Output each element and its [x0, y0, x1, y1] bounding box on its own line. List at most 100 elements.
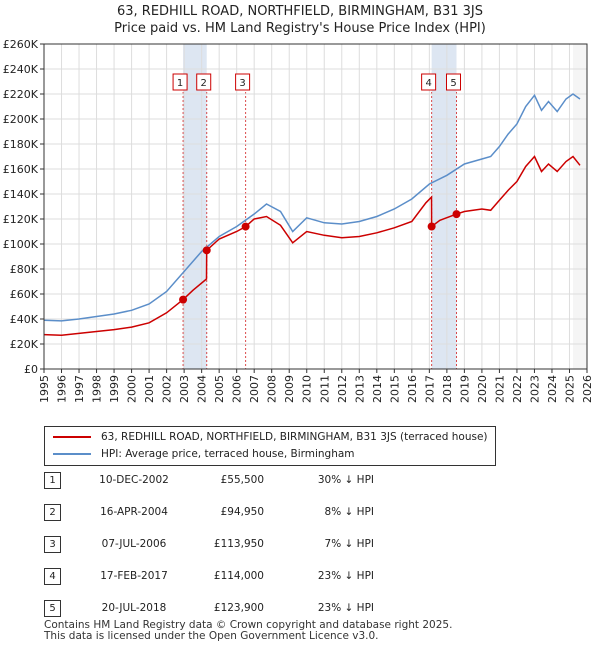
x-tick-label: 1998	[91, 375, 104, 403]
row-hpi: 23% ↓ HPI	[317, 570, 374, 582]
sale-point	[427, 222, 436, 231]
x-tick-label: 2011	[318, 375, 331, 403]
sale-label: 4	[425, 78, 431, 89]
series-line-hpi	[43, 93, 581, 322]
x-tick-label: 2025	[563, 375, 576, 403]
row-date: 16-APR-2004	[100, 506, 168, 518]
row-price: £113,950	[213, 538, 264, 550]
future-region	[572, 44, 587, 369]
legend-label-property: 63, REDHILL ROAD, NORTHFIELD, BIRMINGHAM…	[101, 431, 488, 443]
row-price: £55,500	[220, 474, 264, 486]
legend-item-hpi: HPI: Average price, terraced house, Birm…	[53, 446, 355, 462]
y-tick-label: £0	[24, 363, 38, 376]
sale-point	[202, 246, 211, 255]
sale-label: 5	[450, 78, 456, 89]
y-tick-label: £120K	[3, 213, 39, 226]
legend-item-property: 63, REDHILL ROAD, NORTHFIELD, BIRMINGHAM…	[53, 429, 488, 445]
row-price: £114,000	[213, 570, 264, 582]
title-line-2: Price paid vs. HM Land Registry's House …	[114, 21, 486, 36]
highlight-spans	[182, 44, 587, 369]
legend-swatch-hpi	[53, 453, 91, 455]
x-tick-label: 2018	[441, 375, 454, 403]
highlight-span	[183, 44, 207, 369]
row-number: 3	[44, 536, 61, 553]
x-tick-label: 2002	[161, 375, 174, 403]
sale-label: 2	[201, 78, 207, 89]
row-hpi: 23% ↓ HPI	[317, 602, 374, 614]
sale-label-box	[421, 73, 437, 91]
y-tick-label: £160K	[3, 163, 39, 176]
row-number: 1	[44, 472, 61, 489]
sale-label-box	[446, 73, 462, 91]
y-tick-label: £240K	[3, 63, 39, 76]
x-tick-label: 2024	[546, 375, 559, 403]
row-price: £94,950	[220, 506, 264, 518]
highlight-span	[431, 44, 457, 369]
sale-point	[179, 295, 188, 304]
legend-swatch-property	[53, 436, 91, 438]
legend-label-hpi: HPI: Average price, terraced house, Birm…	[101, 448, 355, 460]
y-tick-label: £200K	[3, 113, 39, 126]
x-tick-label: 2017	[423, 375, 436, 403]
x-tick-label: 2001	[143, 375, 156, 403]
x-tick-label: 2014	[371, 375, 384, 403]
y-tick-label: £80K	[10, 263, 39, 276]
x-tick-label: 2021	[493, 375, 506, 403]
axes: £0 £20K £40K £60K £80K £100K £120K £140K £160K £1…	[3, 38, 594, 403]
x-tick-label: 2005	[213, 375, 226, 403]
y-tick-label: £20K	[10, 338, 39, 351]
row-number: 5	[44, 600, 61, 617]
y-tick-label: £100K	[3, 238, 39, 251]
x-tick-label: 1997	[73, 375, 86, 403]
legend: 63, REDHILL ROAD, NORTHFIELD, BIRMINGHAM…	[44, 426, 496, 466]
series-line-property	[43, 155, 581, 337]
x-tick-label: 2012	[336, 375, 349, 403]
chart-title: 63, REDHILL ROAD, NORTHFIELD, BIRMINGHAM…	[0, 3, 600, 37]
x-tick-label: 1996	[56, 375, 69, 403]
sale-label: 1	[177, 78, 183, 89]
table-row: 2 16-APR-2004 £94,950 8% ↓ HPI	[44, 503, 444, 521]
table-row: 4 17-FEB-2017 £114,000 23% ↓ HPI	[44, 567, 444, 585]
row-date: 07-JUL-2006	[101, 538, 167, 550]
table-row: 5 20-JUL-2018 £123,900 23% ↓ HPI	[44, 599, 444, 617]
row-hpi: 8% ↓ HPI	[324, 506, 374, 518]
x-tick-label: 2008	[266, 375, 279, 403]
row-date: 10-DEC-2002	[99, 474, 169, 486]
table-row: 1 10-DEC-2002 £55,500 30% ↓ HPI	[44, 471, 444, 489]
sale-point	[241, 222, 250, 231]
y-tick-label: £140K	[3, 188, 39, 201]
x-tick-label: 2000	[126, 375, 139, 403]
sale-label-box	[235, 73, 251, 91]
x-tick-label: 1995	[38, 375, 51, 403]
row-date: 20-JUL-2018	[101, 602, 167, 614]
x-tick-label: 2013	[353, 375, 366, 403]
x-tick-label: 2006	[231, 375, 244, 403]
x-tick-label: 2022	[511, 375, 524, 403]
y-tick-label: £220K	[3, 88, 39, 101]
x-tick-label: 2020	[476, 375, 489, 403]
row-date: 17-FEB-2017	[100, 570, 168, 582]
y-tick-label: £260K	[3, 38, 39, 51]
y-tick-label: £40K	[10, 313, 39, 326]
plot-frame	[43, 43, 588, 370]
row-hpi: 30% ↓ HPI	[317, 474, 374, 486]
sale-label-box	[196, 73, 212, 91]
y-tick-label: £60K	[10, 288, 39, 301]
x-tick-label: 2009	[283, 375, 296, 403]
x-tick-label: 1999	[108, 375, 121, 403]
footer-line-2: This data is licensed under the Open Gov…	[44, 630, 379, 642]
sale-markers: 1 2 3 4 5	[172, 73, 462, 304]
sale-label-box	[172, 73, 188, 91]
grid	[43, 43, 588, 370]
y-tick-label: £180K	[3, 138, 39, 151]
sale-label: 3	[239, 78, 245, 89]
sale-point	[452, 210, 461, 219]
footer-line-1: Contains HM Land Registry data © Crown c…	[44, 619, 453, 631]
x-tick-label: 2007	[248, 375, 261, 403]
row-price: £123,900	[213, 602, 264, 614]
x-tick-label: 2003	[178, 375, 191, 403]
row-number: 2	[44, 504, 61, 521]
x-tick-label: 2019	[458, 375, 471, 403]
row-hpi: 7% ↓ HPI	[324, 538, 374, 550]
